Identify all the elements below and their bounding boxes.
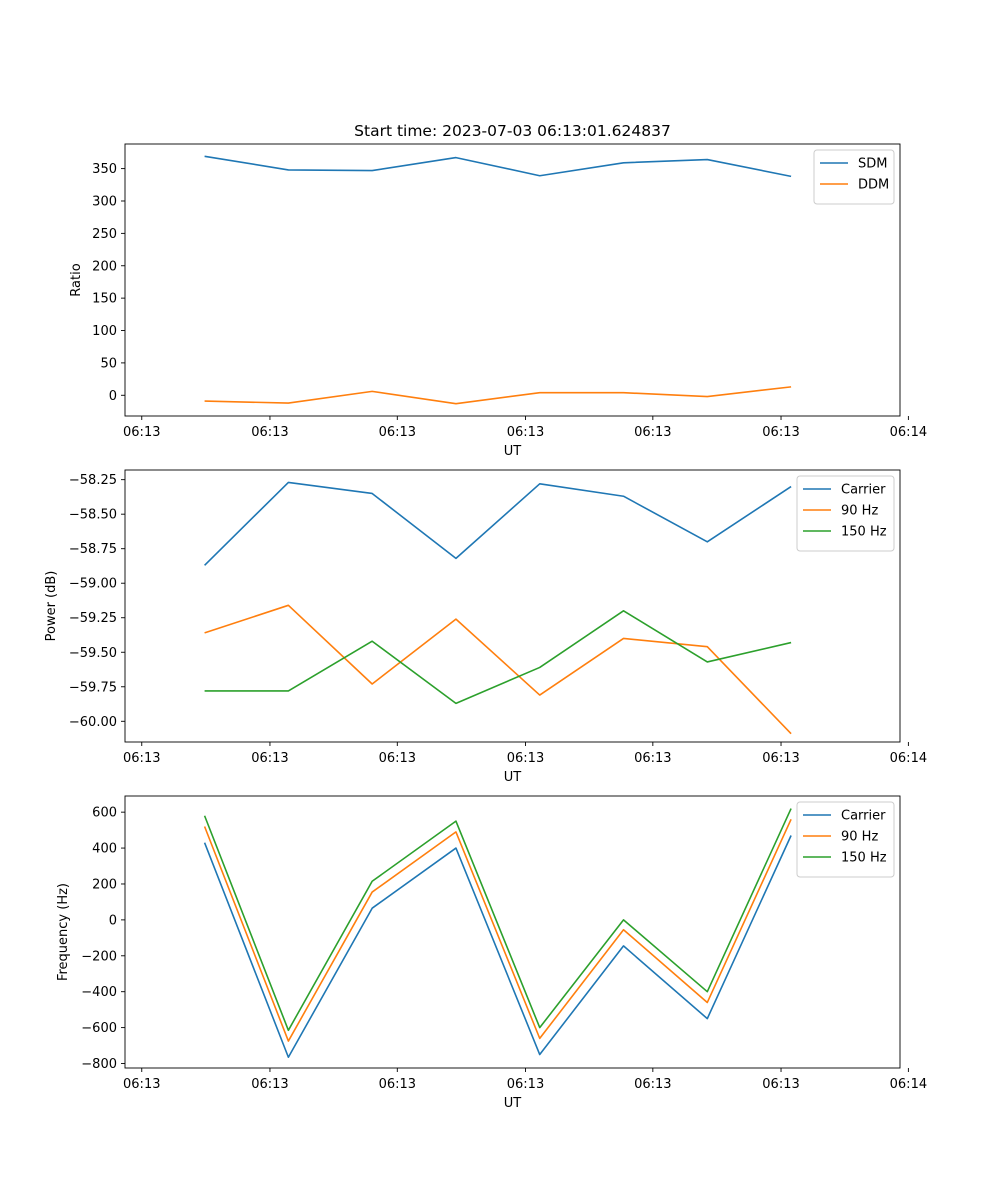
x-tick-label: 06:13 [507,1077,544,1092]
x-tick-label: 06:13 [762,751,799,766]
y-tick-label: −400 [81,985,117,1000]
y-tick-label: 600 [92,806,117,821]
series-line-150-hz [204,610,792,705]
x-tick-label: 06:13 [123,1077,160,1092]
series-line-90-hz [204,604,792,735]
axes-frame [124,143,901,417]
legend-label: SDM [858,157,887,172]
x-tick-label: 06:14 [890,1077,927,1092]
legend: SDM DDM [813,149,895,205]
x-tick-label: 06:13 [251,1077,288,1092]
x-tick-label: 06:14 [890,425,927,440]
x-tick-label: 06:13 [123,425,160,440]
legend: Carrier 90 Hz 150 Hz [796,801,895,878]
legend-box [796,475,895,552]
x-axis-label: UT [504,770,522,785]
x-tick-label: 06:13 [634,751,671,766]
y-tick-label: −59.50 [69,646,117,661]
series-line-ddm [204,386,792,405]
x-tick-label: 06:13 [123,751,160,766]
legend-label: Carrier [841,483,886,498]
y-tick-label: 400 [92,842,117,857]
series-line-90-hz [203,819,792,1042]
legend-label: DDM [858,178,889,193]
y-tick-label: 0 [109,913,117,928]
series-line-150-hz [203,808,792,1032]
legend-label: 90 Hz [841,830,878,845]
x-tick-label: 06:13 [507,751,544,766]
y-axis-label: Ratio [69,263,84,296]
y-tick-label: −59.75 [69,680,117,695]
y-tick-label: 50 [100,356,117,371]
legend-box [796,801,895,878]
legend-label: 150 Hz [841,851,887,866]
y-tick-label: −59.25 [69,611,117,626]
y-axis-label: Frequency (Hz) [56,883,71,981]
series-line-carrier [204,481,792,566]
legend-label: 90 Hz [841,504,878,519]
y-axis-label: Power (dB) [44,571,59,642]
x-tick-label: 06:13 [762,425,799,440]
x-axis-label: UT [504,444,522,459]
y-tick-label: 100 [92,324,117,339]
y-tick-label: 350 [92,162,117,177]
series-line-sdm [204,155,792,178]
x-tick-label: 06:13 [251,751,288,766]
y-tick-label: 200 [92,259,117,274]
axes-frame [124,795,901,1069]
subplot-3: 06:13 06:13 06:13 06:13 06:13 06:13 06:14 −800 −… [56,795,927,1111]
x-tick-label: 06:13 [379,425,416,440]
y-tick-label: −800 [81,1057,117,1072]
y-tick-label: 300 [92,194,117,209]
y-tick-label: 0 [109,389,117,404]
x-tick-label: 06:13 [634,1077,671,1092]
axes-frame [124,469,901,743]
x-tick-label: 06:13 [379,751,416,766]
x-tick-label: 06:13 [379,1077,416,1092]
y-tick-label: 250 [92,227,117,242]
y-tick-label: 200 [92,877,117,892]
series-line-carrier [203,835,792,1059]
x-tick-label: 06:13 [507,425,544,440]
legend: Carrier 90 Hz 150 Hz [796,475,895,552]
subplot-2: 06:13 06:13 06:13 06:13 06:13 06:13 06:14 −60.0… [44,469,927,785]
y-tick-label: −58.50 [69,508,117,523]
legend-label: 150 Hz [841,525,887,540]
y-tick-label: −60.00 [69,715,117,730]
subplot-1: Start time: 2023-07-03 06:13:01.624837 06… [69,122,927,459]
y-tick-label: −59.00 [69,577,117,592]
y-tick-label: 150 [92,292,117,307]
y-tick-label: −600 [81,1021,117,1036]
x-tick-label: 06:13 [762,1077,799,1092]
legend-label: Carrier [841,809,886,824]
x-tick-label: 06:14 [890,751,927,766]
chart-title: Start time: 2023-07-03 06:13:01.624837 [354,122,671,140]
x-axis-label: UT [504,1096,522,1111]
x-tick-label: 06:13 [634,425,671,440]
y-tick-label: −58.75 [69,542,117,557]
y-tick-label: −200 [81,949,117,964]
y-tick-label: −58.25 [69,473,117,488]
x-tick-label: 06:13 [251,425,288,440]
